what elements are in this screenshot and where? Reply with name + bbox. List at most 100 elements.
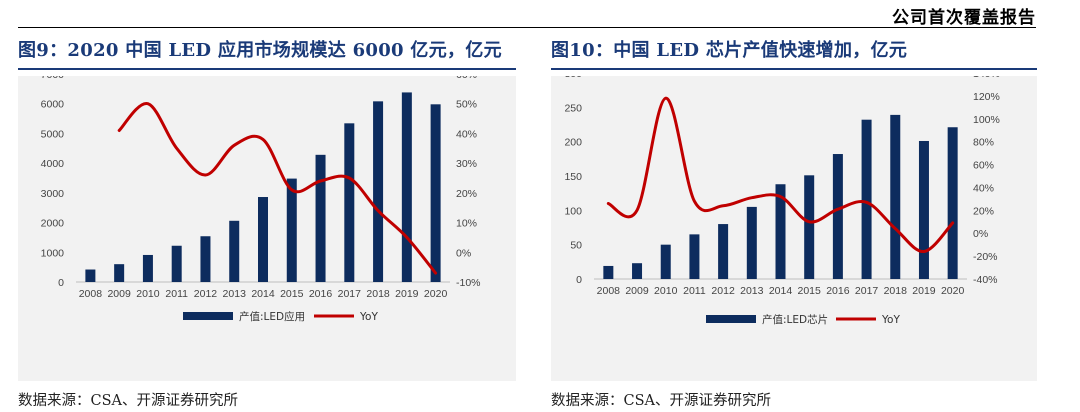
data-source: 数据来源：CSA、开源证券研究所: [551, 393, 771, 409]
bar-2013: [746, 206, 757, 279]
bar-2009: [114, 264, 125, 282]
yoy-line: [117, 102, 438, 275]
bar-2018: [890, 114, 901, 280]
x-tick-label: 2017: [338, 288, 362, 300]
y-right-tick-label: 40%: [456, 128, 477, 140]
y-left-tick-label: 300: [564, 76, 582, 80]
y-right-tick-label: 30%: [456, 158, 477, 170]
y-right-tick-label: 10%: [456, 218, 477, 230]
bar-2018: [373, 101, 384, 282]
bar-2011: [689, 234, 700, 279]
x-tick-label: 2015: [280, 288, 304, 300]
chart-panel-led-chip: 图10：中国 LED 芯片产值快速增加，亿元 0 50 100 150 200 250 30…: [551, 36, 1037, 410]
chart-title: 图10：中国 LED 芯片产值快速增加，亿元: [551, 40, 908, 61]
y-left-tick-label: 6000: [41, 99, 65, 111]
legend-bar-swatch: [706, 315, 756, 323]
x-tick-label: 2009: [625, 285, 649, 297]
bar-2008: [603, 265, 614, 279]
y-left-tick-label: 50: [570, 240, 582, 252]
x-tick-label: 2020: [941, 285, 965, 297]
bar-2015: [804, 175, 815, 279]
chart-svg-led-application: 0 1000 2000 3000 4000 5000 6000 7000 -10% 0% 10% 20…: [41, 76, 481, 323]
y-left-tick-label: 0: [58, 277, 64, 289]
x-tick-label: 2013: [740, 285, 764, 297]
legend-bar-swatch: [183, 312, 233, 320]
y-left-tick-label: 3000: [41, 188, 65, 200]
y-right-tick-label: 100%: [973, 114, 1000, 126]
y-left-tick-label: 0: [576, 274, 582, 286]
y-right-tick-label: 50%: [456, 99, 477, 111]
bar-2011: [171, 245, 182, 282]
bar-2019: [918, 140, 929, 279]
bar-2019: [401, 92, 412, 283]
y-right-tick-label: 120%: [973, 91, 1000, 103]
bar-2010: [660, 244, 671, 279]
y-right-tick-label: 20%: [973, 205, 994, 217]
x-tick-label: 2010: [136, 288, 160, 300]
y-right-tick-label: 40%: [973, 182, 994, 194]
bar-2020: [430, 104, 441, 283]
chart-area: 0 1000 2000 3000 4000 5000 6000 7000 -10% 0% 10% 20…: [18, 76, 516, 381]
x-tick-label: 2011: [165, 288, 188, 300]
title-divider: [551, 68, 1037, 70]
y-right-tick-label: -20%: [973, 251, 998, 263]
x-tick-label: 2012: [194, 288, 218, 300]
x-tick-label: 2010: [654, 285, 678, 297]
y-right-tick-label: 80%: [973, 137, 994, 149]
x-tick-label: 2018: [884, 285, 908, 297]
x-tick-label: 2017: [855, 285, 879, 297]
bar-2008: [85, 269, 96, 282]
x-tick-label: 2013: [223, 288, 247, 300]
bar-2012: [718, 224, 729, 279]
x-tick-label: 2018: [366, 288, 390, 300]
chart-area: 0 50 100 150 200 250 300 -40% -20% 0% 20% 40% 60% 80%…: [551, 76, 1037, 381]
y-right-tick-label: -40%: [973, 274, 998, 286]
data-source: 数据来源：CSA、开源证券研究所: [18, 393, 238, 409]
x-tick-label: 2019: [912, 285, 936, 297]
x-tick-label: 2016: [826, 285, 850, 297]
x-tick-label: 2014: [251, 288, 275, 300]
x-tick-label: 2012: [711, 285, 735, 297]
bar-2013: [229, 220, 240, 282]
bar-2014: [775, 184, 786, 279]
y-right-tick-label: 0%: [456, 247, 471, 259]
bar-2009: [632, 263, 643, 279]
y-right-tick-label: 0%: [973, 228, 988, 240]
bar-2020: [947, 127, 958, 279]
bar-2012: [200, 236, 211, 282]
legend-line-label: YoY: [881, 314, 900, 326]
x-tick-label: 2019: [395, 288, 419, 300]
x-tick-label: 2008: [79, 288, 103, 300]
legend-bar-label: 产值:LED芯片: [762, 313, 828, 326]
y-left-tick-label: 250: [564, 102, 582, 114]
y-right-tick-label: 20%: [456, 188, 477, 200]
x-tick-label: 2014: [769, 285, 793, 297]
y-left-tick-label: 150: [564, 171, 582, 183]
bar-2017: [861, 119, 872, 279]
x-tick-label: 2015: [798, 285, 822, 297]
legend-line-label: YoY: [359, 311, 378, 323]
legend-bar-label: 产值:LED应用: [239, 310, 305, 323]
x-tick-label: 2020: [424, 288, 448, 300]
x-tick-label: 2011: [683, 285, 706, 297]
y-right-tick-label: 140%: [973, 76, 1000, 80]
y-right-tick-label: -10%: [456, 277, 481, 289]
y-left-tick-label: 4000: [41, 158, 65, 170]
title-divider: [18, 68, 516, 70]
y-left-tick-label: 1000: [41, 247, 65, 259]
yoy-line: [606, 96, 955, 253]
y-left-tick-label: 7000: [41, 76, 65, 81]
x-tick-label: 2009: [107, 288, 131, 300]
y-left-tick-label: 5000: [41, 128, 65, 140]
report-header: 公司首次覆盖报告: [892, 8, 1036, 28]
bar-2016: [315, 154, 326, 282]
bar-2017: [344, 123, 355, 282]
x-tick-label: 2008: [597, 285, 621, 297]
bar-2016: [832, 154, 843, 279]
chart-title: 图9：2020 中国 LED 应用市场规模达 6000 亿元，亿元: [18, 40, 502, 61]
x-tick-label: 2016: [309, 288, 333, 300]
y-right-tick-label: 60%: [456, 76, 477, 81]
bar-2014: [258, 197, 268, 282]
y-right-tick-label: 60%: [973, 160, 994, 172]
chart-panel-led-application: 图9：2020 中国 LED 应用市场规模达 6000 亿元，亿元 0 1000 2…: [18, 36, 516, 410]
